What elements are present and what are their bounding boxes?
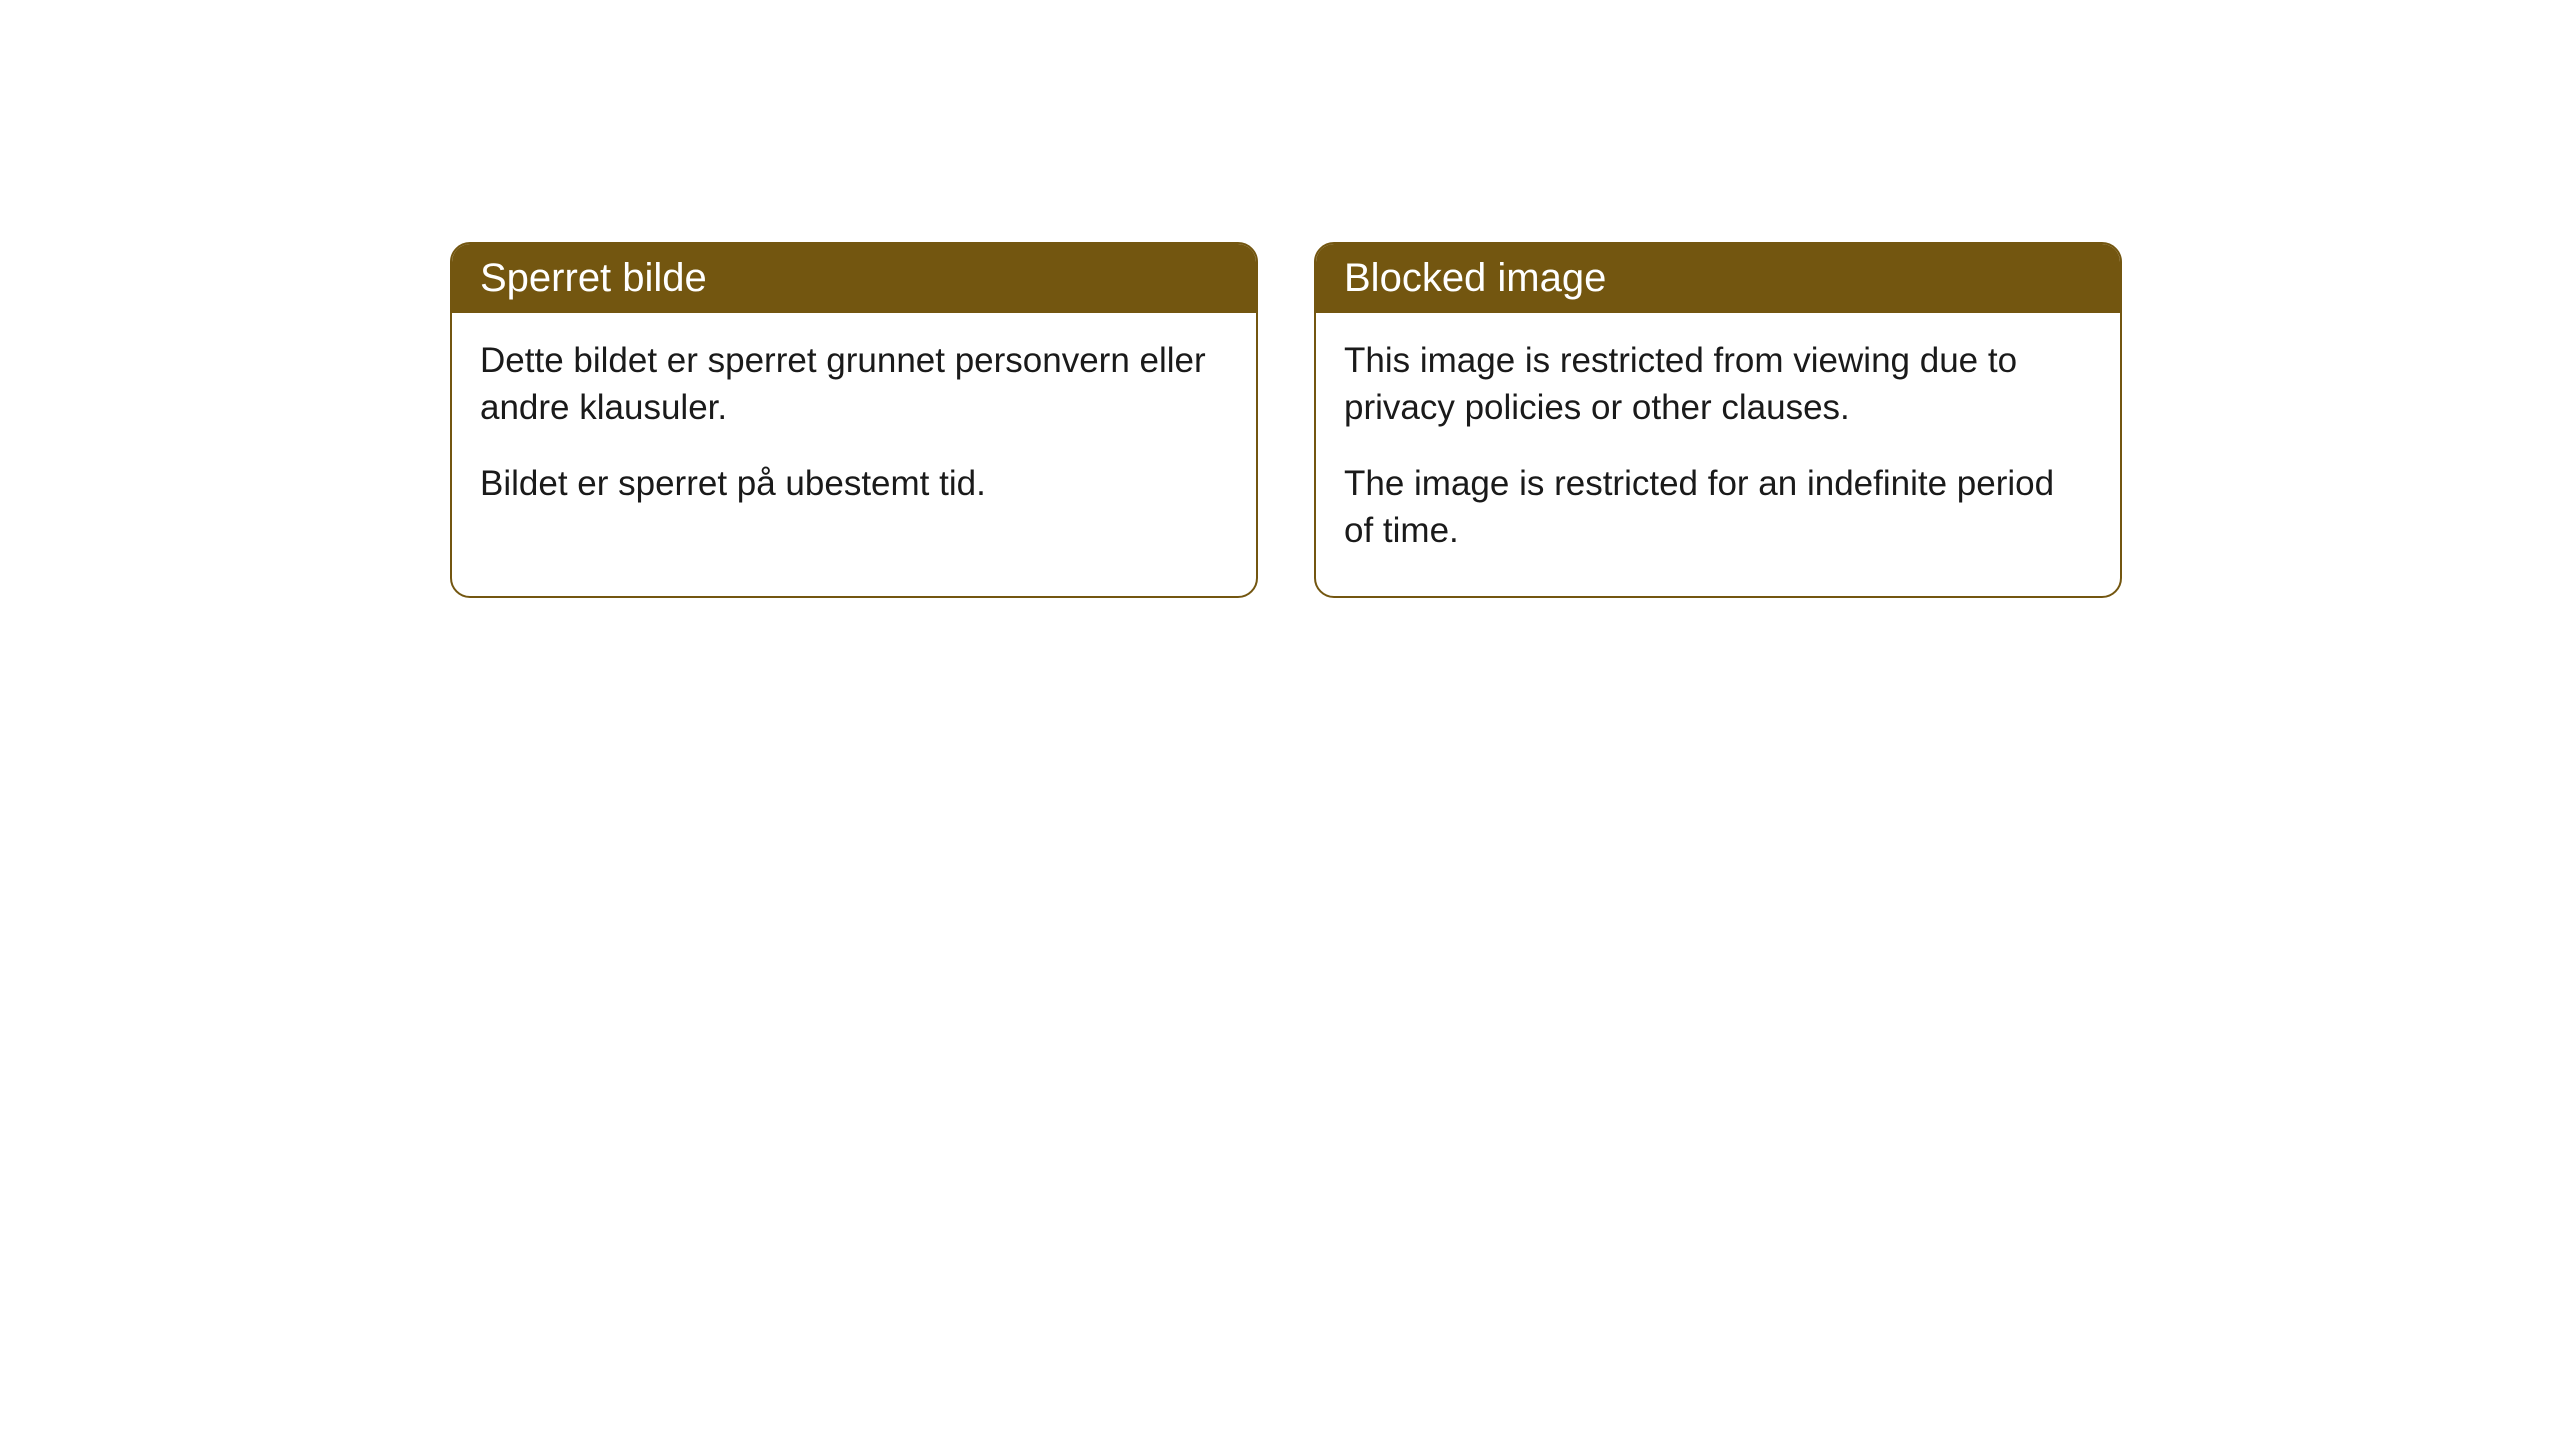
notice-card-english: Blocked image This image is restricted f… <box>1314 242 2122 598</box>
notice-card-norwegian: Sperret bilde Dette bildet er sperret gr… <box>450 242 1258 598</box>
notice-header: Blocked image <box>1316 244 2120 313</box>
notice-paragraph: Bildet er sperret på ubestemt tid. <box>480 460 1228 507</box>
notice-paragraph: The image is restricted for an indefinit… <box>1344 460 2092 555</box>
notice-body: Dette bildet er sperret grunnet personve… <box>452 313 1256 549</box>
notice-paragraph: This image is restricted from viewing du… <box>1344 337 2092 432</box>
notice-paragraph: Dette bildet er sperret grunnet personve… <box>480 337 1228 432</box>
notice-body: This image is restricted from viewing du… <box>1316 313 2120 596</box>
notice-header: Sperret bilde <box>452 244 1256 313</box>
notice-container: Sperret bilde Dette bildet er sperret gr… <box>0 0 2560 598</box>
